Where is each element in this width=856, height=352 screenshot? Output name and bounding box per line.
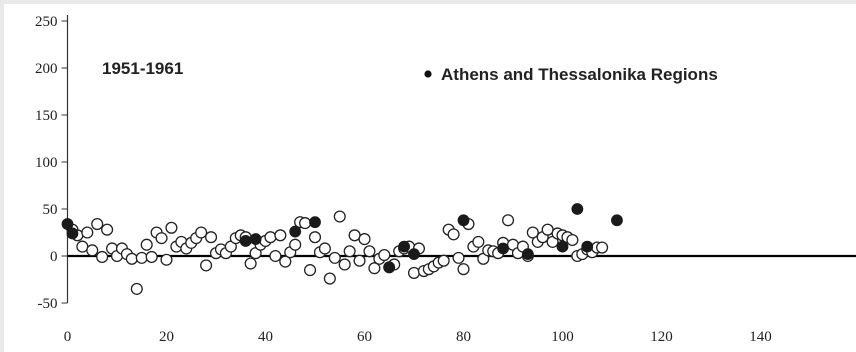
open-data-point xyxy=(566,233,579,247)
open-data-point xyxy=(299,217,312,230)
open-data-point xyxy=(279,255,292,268)
filled-data-point xyxy=(571,203,584,215)
open-data-point xyxy=(526,226,539,239)
open-data-point xyxy=(363,245,376,258)
open-data-point xyxy=(333,210,346,223)
open-data-point xyxy=(378,249,391,262)
open-data-point xyxy=(200,259,213,272)
filled-data-point xyxy=(66,227,79,240)
open-data-point xyxy=(541,223,554,236)
y-tick-label: 250 xyxy=(35,14,58,30)
legend-marker xyxy=(424,70,432,78)
open-data-point xyxy=(338,258,351,271)
open-data-point xyxy=(596,241,609,254)
filled-data-point xyxy=(408,248,420,261)
filled-data-point xyxy=(309,216,321,229)
filled-data-point xyxy=(239,235,252,247)
y-tick-label: 0 xyxy=(50,249,58,265)
x-tick-label: 80 xyxy=(456,329,471,345)
open-data-point xyxy=(318,242,331,255)
open-data-point xyxy=(86,244,99,257)
data-points xyxy=(61,203,623,295)
open-data-point xyxy=(155,232,168,245)
open-data-point xyxy=(195,226,208,239)
filled-data-point xyxy=(556,240,569,253)
open-data-point xyxy=(343,245,356,258)
open-data-point xyxy=(125,252,138,265)
y-axis-ticks: -50 0 50 100 150 200 250 xyxy=(35,14,68,312)
x-axis-ticks: 0 20 40 60 80 100 120 140 xyxy=(64,329,772,345)
x-tick-label: 60 xyxy=(357,329,372,345)
filled-data-point xyxy=(581,240,594,253)
filled-data-point xyxy=(611,214,623,227)
open-data-point xyxy=(501,214,515,227)
x-tick-label: 0 xyxy=(64,329,72,345)
open-data-point xyxy=(323,272,336,285)
filled-data-point xyxy=(383,261,396,274)
y-tick-label: 200 xyxy=(35,61,58,77)
open-data-point xyxy=(165,221,178,234)
y-tick-label: 100 xyxy=(35,155,58,171)
filled-data-point xyxy=(497,242,510,255)
filled-data-point xyxy=(289,225,302,238)
open-data-point xyxy=(328,251,341,264)
open-data-point xyxy=(472,235,485,248)
open-data-point xyxy=(437,254,450,267)
open-data-point xyxy=(264,231,277,244)
open-data-point xyxy=(244,257,257,270)
open-data-point xyxy=(160,253,173,266)
x-tick-label: 40 xyxy=(258,329,273,345)
open-data-point xyxy=(368,262,381,275)
x-tick-label: 140 xyxy=(749,329,772,345)
x-tick-label: 20 xyxy=(159,329,174,345)
y-tick-label: -50 xyxy=(38,296,58,312)
open-data-point xyxy=(205,231,218,244)
open-data-point xyxy=(101,223,114,236)
open-data-point xyxy=(303,264,317,277)
filled-data-point xyxy=(398,240,411,253)
filled-data-point xyxy=(61,218,74,230)
filled-data-point xyxy=(521,248,534,261)
open-data-point xyxy=(135,251,148,264)
open-data-point xyxy=(447,228,460,241)
open-data-point xyxy=(289,238,302,251)
x-tick-label: 100 xyxy=(551,329,574,345)
y-tick-label: 50 xyxy=(43,202,58,218)
open-data-point xyxy=(457,263,470,276)
scatter-chart: -50 0 50 100 150 200 250 0 20 40 60 80 100 120 140 19… xyxy=(35,14,856,345)
open-data-point xyxy=(96,250,109,263)
legend-label: Athens and Thessalonika Regions xyxy=(441,65,718,84)
open-data-point xyxy=(308,231,322,244)
open-data-point xyxy=(145,250,158,263)
open-data-point xyxy=(140,238,153,251)
open-data-point xyxy=(81,226,94,239)
open-data-point xyxy=(348,229,361,242)
chart-figure: -50 0 50 100 150 200 250 0 20 40 60 80 100 120 140 19… xyxy=(4,4,856,352)
period-annotation: 1951-1961 xyxy=(102,59,183,78)
open-data-point xyxy=(91,217,104,231)
x-tick-label: 120 xyxy=(650,329,673,345)
y-tick-label: 150 xyxy=(35,108,58,124)
legend: Athens and Thessalonika Regions xyxy=(424,65,718,84)
open-data-point xyxy=(130,282,143,295)
open-data-point xyxy=(407,266,421,279)
open-data-point xyxy=(274,229,287,242)
filled-data-point xyxy=(249,233,262,245)
open-data-point xyxy=(358,233,371,246)
open-data-point xyxy=(452,251,465,264)
open-data-point xyxy=(76,240,89,253)
open-data-point xyxy=(353,254,366,267)
filled-data-point xyxy=(457,214,470,227)
open-data-point xyxy=(269,249,282,263)
